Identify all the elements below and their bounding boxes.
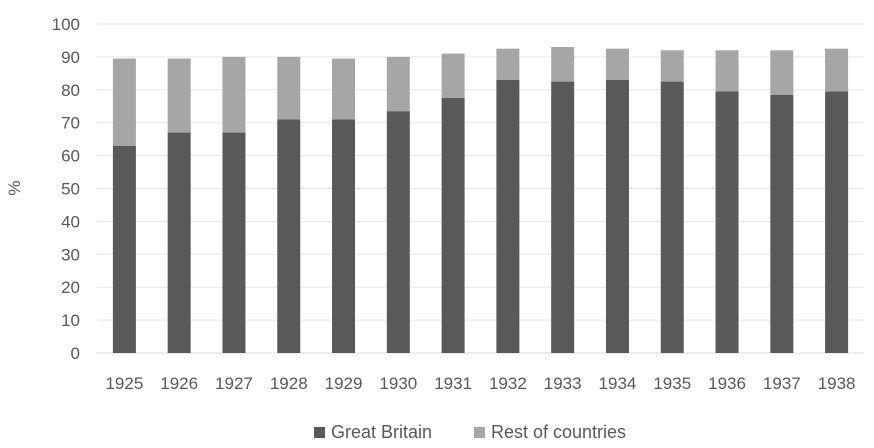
bar-rest-of-countries <box>605 48 629 80</box>
bar-great-britain <box>441 98 465 354</box>
bar-rest-of-countries <box>222 56 246 133</box>
bar-great-britain <box>605 79 629 354</box>
legend-label: Great Britain <box>331 422 432 442</box>
bar-rest-of-countries <box>112 58 136 146</box>
x-tick-label: 1931 <box>434 374 472 393</box>
bar-rest-of-countries <box>715 50 739 92</box>
bar-rest-of-countries <box>441 53 465 99</box>
bar-great-britain <box>496 79 520 354</box>
bar-rest-of-countries <box>660 50 684 82</box>
x-tick-label: 1936 <box>708 374 746 393</box>
bar-rest-of-countries <box>277 56 301 120</box>
y-tick-label: 90 <box>61 48 80 67</box>
x-tick-label: 1938 <box>818 374 856 393</box>
y-tick-label: 80 <box>61 81 80 100</box>
y-tick-label: 70 <box>61 114 80 133</box>
legend-item-rest-of-countries: Rest of countries <box>474 422 626 442</box>
x-tick-label: 1929 <box>325 374 363 393</box>
x-tick-label: 1933 <box>544 374 582 393</box>
bar-rest-of-countries <box>496 48 520 80</box>
x-tick-label: 1928 <box>270 374 308 393</box>
legend-swatch <box>314 427 325 438</box>
x-tick-label: 1927 <box>215 374 253 393</box>
bar-great-britain <box>386 111 410 353</box>
x-tick-label: 1932 <box>489 374 527 393</box>
x-tick-label: 1930 <box>379 374 417 393</box>
y-tick-label: 60 <box>61 147 80 166</box>
y-tick-label: 20 <box>61 278 80 297</box>
y-axis-title: % <box>5 180 24 195</box>
x-tick-label: 1925 <box>105 374 143 393</box>
x-tick-label: 1937 <box>763 374 801 393</box>
legend-swatch <box>474 427 485 438</box>
bar-great-britain <box>332 119 356 353</box>
bar-rest-of-countries <box>825 48 849 92</box>
bar-rest-of-countries <box>551 47 575 82</box>
bar-great-britain <box>660 81 684 353</box>
y-tick-label: 10 <box>61 311 80 330</box>
y-tick-label: 50 <box>61 180 80 199</box>
y-tick-label: 100 <box>52 15 80 34</box>
x-tick-label: 1926 <box>160 374 198 393</box>
x-tick-label: 1934 <box>599 374 637 393</box>
gridlines <box>97 23 864 354</box>
x-tick-label: 1935 <box>653 374 691 393</box>
bar-great-britain <box>825 91 849 353</box>
bar-rest-of-countries <box>770 50 794 95</box>
bar-rest-of-countries <box>332 58 356 120</box>
bar-rest-of-countries <box>167 58 191 133</box>
y-tick-label: 0 <box>71 344 80 363</box>
bar-great-britain <box>222 132 246 353</box>
x-axis-tick-labels: 1925 1926 1927 1928 1929 1930 1931 1932 1933 1934… <box>105 374 855 393</box>
bar-rest-of-countries <box>386 56 410 112</box>
y-tick-label: 30 <box>61 245 80 264</box>
bar-great-britain <box>277 119 301 353</box>
y-tick-label: 40 <box>61 212 80 231</box>
y-axis-tick-labels: 0 10 20 30 40 50 60 70 80 90 100 <box>52 15 80 363</box>
bar-great-britain <box>551 81 575 353</box>
bar-great-britain <box>715 91 739 353</box>
bar-great-britain <box>770 94 794 354</box>
legend: Great Britain Rest of countries <box>314 422 626 442</box>
bars <box>112 47 849 354</box>
legend-label: Rest of countries <box>491 422 626 442</box>
bar-great-britain <box>167 132 191 353</box>
legend-item-great-britain: Great Britain <box>314 422 432 442</box>
bar-great-britain <box>112 145 136 353</box>
